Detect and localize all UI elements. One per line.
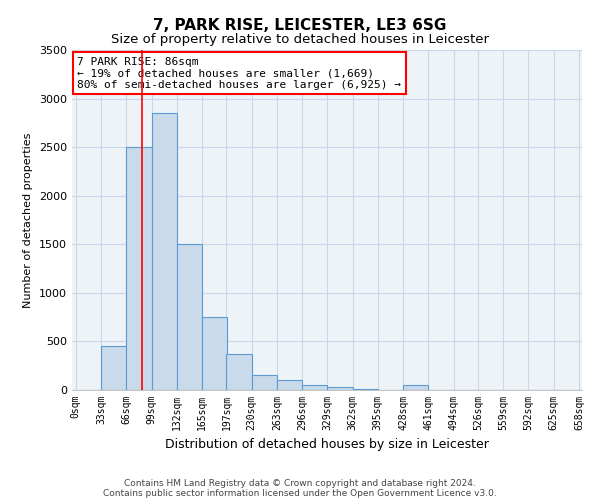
Bar xyxy=(302,385,328,390)
Bar xyxy=(226,354,251,390)
Bar xyxy=(353,389,378,390)
Text: 7 PARK RISE: 86sqm
← 19% of detached houses are smaller (1,669)
80% of semi-deta: 7 PARK RISE: 86sqm ← 19% of detached hou… xyxy=(77,57,401,90)
X-axis label: Distribution of detached houses by size in Leicester: Distribution of detached houses by size … xyxy=(165,438,489,452)
Bar xyxy=(126,147,152,390)
Bar xyxy=(202,317,227,390)
Bar xyxy=(152,113,177,390)
Bar xyxy=(177,244,202,390)
Y-axis label: Number of detached properties: Number of detached properties xyxy=(23,132,34,308)
Text: 7, PARK RISE, LEICESTER, LE3 6SG: 7, PARK RISE, LEICESTER, LE3 6SG xyxy=(154,18,446,32)
Bar xyxy=(403,385,428,390)
Bar xyxy=(251,376,277,390)
Text: Size of property relative to detached houses in Leicester: Size of property relative to detached ho… xyxy=(111,32,489,46)
Text: Contains HM Land Registry data © Crown copyright and database right 2024.: Contains HM Land Registry data © Crown c… xyxy=(124,478,476,488)
Text: Contains public sector information licensed under the Open Government Licence v3: Contains public sector information licen… xyxy=(103,488,497,498)
Bar xyxy=(328,387,353,390)
Bar xyxy=(277,380,302,390)
Bar xyxy=(101,346,126,390)
